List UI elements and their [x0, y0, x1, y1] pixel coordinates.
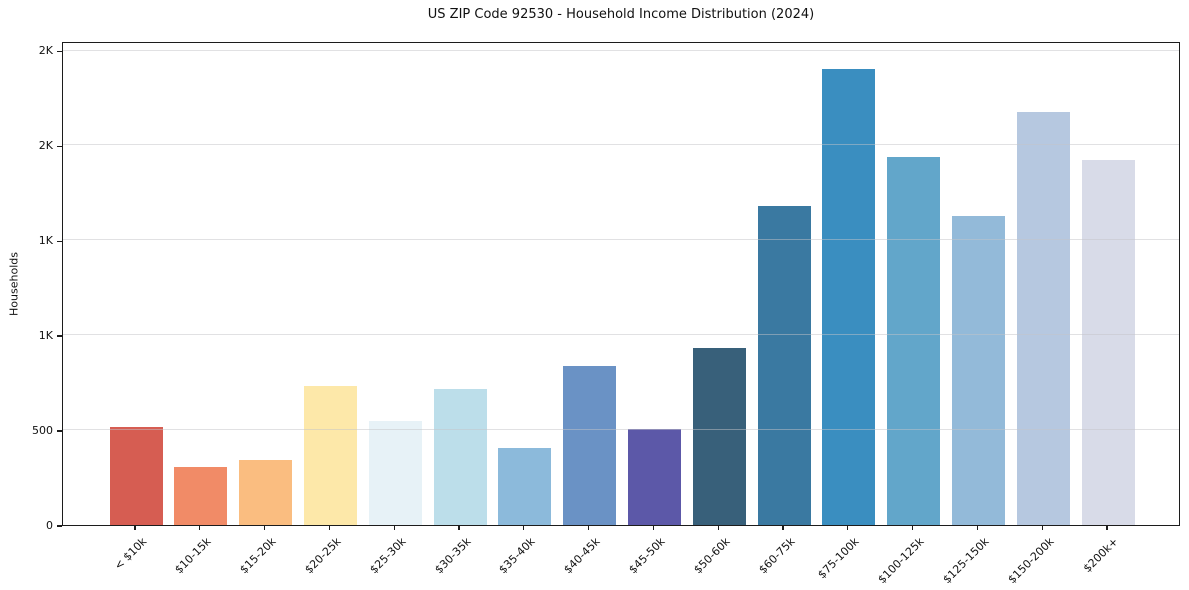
- bar-10k: [109, 427, 163, 525]
- x-tick-label: $10-15k: [172, 535, 214, 577]
- x-tick-mark: [263, 526, 266, 530]
- gridline: [63, 49, 1179, 51]
- y-tick-label: 500: [32, 424, 53, 438]
- x-tick-label: $100-125k: [875, 535, 927, 587]
- x-tick-mark: [458, 526, 460, 530]
- x-tick-label: $30-35k: [431, 535, 474, 577]
- x-tick-label: $45-50k: [626, 535, 668, 577]
- x-tick-mark: [911, 526, 914, 530]
- y-tick-mark: [57, 240, 62, 242]
- x-tick-mark: [1106, 526, 1108, 530]
- x-tick-label: $150-200k: [1005, 535, 1057, 587]
- bar-20-25k: [303, 386, 357, 525]
- x-tick-mark: [717, 526, 719, 530]
- x-tick-label: $20-25k: [302, 535, 344, 577]
- plot-area: [62, 42, 1180, 526]
- x-tick-mark: [134, 526, 136, 530]
- bar-75-100k: [822, 68, 876, 525]
- x-tick-mark: [199, 526, 201, 530]
- bar-15-20k: [239, 459, 293, 525]
- bar-30-35k: [433, 389, 487, 525]
- x-tick-label: < $10k: [111, 535, 150, 573]
- x-tick-label: $40-45k: [561, 535, 603, 577]
- x-tick-mark: [1041, 526, 1043, 530]
- bar-150-200k: [1016, 112, 1070, 525]
- x-tick-mark: [652, 526, 655, 530]
- x-tick-label: $60-75k: [755, 535, 798, 577]
- bar-125-150k: [951, 215, 1005, 525]
- x-tick-label: $75-100k: [815, 535, 862, 582]
- x-tick-mark: [328, 526, 331, 530]
- x-tick-mark: [587, 526, 590, 530]
- x-tick-label: $25-30k: [367, 535, 409, 577]
- x-tick-label: $200k+: [1081, 535, 1122, 576]
- bar-40-45k: [563, 365, 617, 525]
- y-tick-label: 2K: [38, 139, 53, 153]
- y-tick-mark: [57, 525, 62, 527]
- y-tick-mark: [57, 430, 62, 432]
- bar-50-60k: [692, 347, 746, 525]
- gridline: [63, 334, 1179, 336]
- gridline: [63, 429, 1179, 431]
- x-tick-label: $35-40k: [496, 535, 538, 577]
- x-tick-label: $125-150k: [940, 535, 992, 587]
- gridline: [63, 144, 1179, 146]
- bar-10-15k: [174, 467, 228, 525]
- x-tick-mark: [976, 526, 979, 530]
- y-tick-label: 0: [46, 519, 53, 532]
- bar-60-75k: [757, 206, 811, 525]
- y-tick-label: 1K: [38, 234, 53, 248]
- y-tick-mark: [57, 50, 62, 53]
- x-tick-mark: [847, 526, 849, 530]
- bar-200k: [1081, 159, 1135, 525]
- y-tick-label: 1K: [38, 329, 53, 343]
- chart-title: US ZIP Code 92530 - Household Income Dis…: [427, 7, 815, 22]
- x-tick-mark: [393, 526, 395, 530]
- bar-35-40k: [498, 448, 552, 525]
- bar-25-30k: [368, 420, 422, 525]
- bar-100-125k: [887, 156, 941, 525]
- x-tick-label: $50-60k: [691, 535, 733, 577]
- y-tick-label: 2K: [38, 44, 53, 58]
- y-tick-mark: [57, 335, 62, 337]
- gridline: [63, 239, 1179, 241]
- y-tick-mark: [57, 145, 62, 148]
- y-axis-label: Households: [7, 252, 21, 316]
- bar-45-50k: [627, 429, 681, 525]
- x-tick-label: $15-20k: [237, 535, 279, 577]
- x-tick-mark: [523, 526, 525, 530]
- x-tick-mark: [782, 526, 784, 530]
